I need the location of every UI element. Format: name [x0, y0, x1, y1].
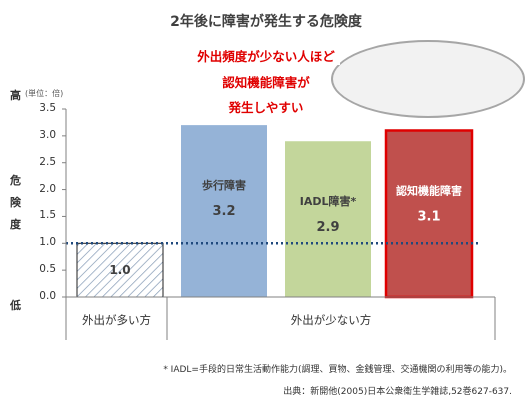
y-low-label: 低 — [10, 299, 21, 312]
y-tick-label: 3.0 — [39, 128, 56, 141]
bar — [76, 242, 164, 298]
category-label: 外出が多い方 — [82, 313, 151, 327]
y-tick-label: 1.0 — [39, 236, 56, 249]
y-tick-label: 1.5 — [39, 209, 56, 222]
y-tick-label: 2.0 — [39, 182, 56, 195]
bar-value-label: 3.2 — [212, 204, 235, 219]
y-high-label: 高 — [10, 89, 21, 102]
source-citation: 出典：新開他(2005)日本公衆衛生学雑誌,52巻627-637. — [283, 387, 512, 397]
bar-value-label: 3.1 — [417, 209, 440, 224]
bar — [181, 125, 267, 297]
footnote: * IADL=手段的日常生活動作能力(調理、買物、金銭管理、交通機関の利用等の能… — [163, 365, 512, 375]
chart-title: 2年後に障害が発生する危険度 — [170, 14, 362, 30]
bar — [384, 129, 474, 299]
y-axis-label-2: 険 — [10, 196, 21, 209]
callout-line-3: 発生しやすい — [0, 97, 532, 116]
y-tick-label: 0.0 — [39, 290, 56, 302]
bar — [285, 141, 371, 297]
bar-name-label: 歩行障害 — [202, 178, 246, 192]
callout-line-2: 認知機能障害が — [0, 72, 532, 91]
y-tick-label: 0.5 — [39, 263, 56, 276]
callout-line-1: 外出頻度が少ない人ほど — [0, 46, 532, 65]
bar-value-label: 1.0 — [109, 263, 130, 277]
category-label: 外出が少ない方 — [291, 313, 372, 327]
bar-value-label: 2.9 — [316, 220, 339, 235]
y-axis-label-3: 度 — [10, 218, 21, 231]
bar-name-label: 認知機能障害 — [396, 183, 462, 197]
y-unit-label: (単位：倍) — [25, 89, 64, 98]
y-axis-label-1: 危 — [10, 174, 21, 187]
y-tick-label: 2.5 — [39, 155, 56, 168]
bar-name-label: IADL障害* — [300, 194, 357, 208]
callout-ellipse — [331, 40, 525, 118]
y-tick-label: 3.5 — [39, 102, 56, 114]
